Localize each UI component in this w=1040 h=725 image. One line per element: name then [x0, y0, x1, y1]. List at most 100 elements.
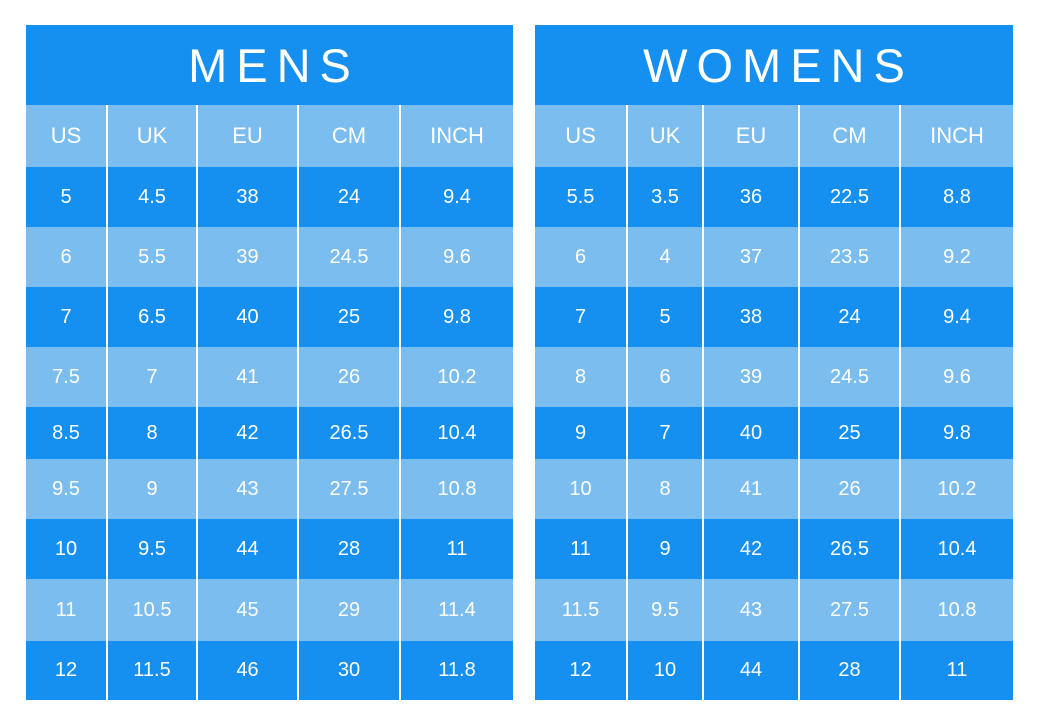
cell-cm: 30	[299, 641, 401, 700]
cell-inch: 9.6	[443, 245, 471, 268]
cell-eu: 45	[198, 579, 299, 641]
cell-uk: 10.5	[108, 579, 198, 641]
cell-inch: 10.2	[437, 365, 477, 388]
cell-uk: 7	[628, 407, 704, 459]
cell-eu: 41	[198, 347, 299, 407]
table-row: 9 7 40 25 9.8	[535, 407, 1013, 459]
cell-inch: 9.6	[943, 365, 971, 388]
cell-eu: 42	[198, 407, 299, 459]
cell-uk: 6	[628, 347, 704, 407]
cell-uk: 8	[628, 459, 704, 519]
womens-header-cm: CM	[800, 105, 901, 167]
mens-header-eu: EU	[198, 105, 299, 167]
womens-header-us: US	[535, 105, 628, 167]
cell-us: 8.5	[26, 407, 108, 459]
cell-us: 5	[26, 167, 108, 227]
table-row: 11 10.5 45 29 11.4	[26, 579, 513, 641]
womens-header-inch: INCH	[930, 123, 984, 148]
mens-header-uk: UK	[108, 105, 198, 167]
cell-cm: 24.5	[800, 347, 901, 407]
table-row: 6 4 37 23.5 9.2	[535, 227, 1013, 287]
womens-header-uk: UK	[628, 105, 704, 167]
cell-us: 11	[26, 579, 108, 641]
cell-eu: 38	[704, 287, 800, 347]
mens-header-row: US UK EU CM INCH	[26, 105, 513, 167]
cell-us: 11	[535, 519, 628, 579]
table-row: 7 5 38 24 9.4	[535, 287, 1013, 347]
cell-inch: 8.8	[943, 185, 971, 208]
mens-title: MENS	[26, 25, 513, 105]
cell-cm: 24.5	[299, 227, 401, 287]
table-row: 11 9 42 26.5 10.4	[535, 519, 1013, 579]
cell-us: 11.5	[535, 579, 628, 641]
cell-inch: 10.2	[937, 477, 977, 500]
cell-eu: 42	[704, 519, 800, 579]
cell-uk: 10	[628, 641, 704, 700]
cell-cm: 29	[299, 579, 401, 641]
cell-eu: 40	[198, 287, 299, 347]
womens-title: WOMENS	[535, 25, 1013, 105]
table-row: 9.5 9 43 27.5 10.8	[26, 459, 513, 519]
cell-us: 6	[535, 227, 628, 287]
cell-inch: 10.8	[437, 477, 477, 500]
cell-inch: 11	[946, 659, 968, 681]
table-row: 12 10 44 28 11	[535, 641, 1013, 700]
cell-cm: 23.5	[800, 227, 901, 287]
cell-uk: 9	[108, 459, 198, 519]
cell-uk: 3.5	[628, 167, 704, 227]
cell-uk: 4	[628, 227, 704, 287]
cell-eu: 39	[198, 227, 299, 287]
cell-inch: 11.8	[438, 659, 476, 681]
cell-us: 10	[26, 519, 108, 579]
cell-us: 7	[535, 287, 628, 347]
table-row: 7.5 7 41 26 10.2	[26, 347, 513, 407]
cell-cm: 25	[800, 407, 901, 459]
cell-us: 12	[26, 641, 108, 700]
cell-us: 6	[26, 227, 108, 287]
mens-grid: US UK EU CM INCH 5 4.5 38 24 9.4 6 5.5 3…	[26, 105, 513, 700]
cell-cm: 28	[800, 641, 901, 700]
cell-cm: 27.5	[800, 579, 901, 641]
cell-inch: 11.4	[438, 598, 476, 621]
cell-eu: 43	[198, 459, 299, 519]
cell-eu: 37	[704, 227, 800, 287]
womens-header-row: US UK EU CM INCH	[535, 105, 1013, 167]
cell-cm: 27.5	[299, 459, 401, 519]
cell-inch: 10.4	[937, 537, 977, 560]
table-row: 10 9.5 44 28 11	[26, 519, 513, 579]
cell-uk: 4.5	[108, 167, 198, 227]
cell-eu: 44	[704, 641, 800, 700]
table-row: 5.5 3.5 36 22.5 8.8	[535, 167, 1013, 227]
cell-inch: 11	[446, 537, 468, 560]
cell-uk: 9	[628, 519, 704, 579]
womens-header-eu: EU	[704, 105, 800, 167]
cell-cm: 24	[800, 287, 901, 347]
cell-inch: 10.4	[437, 421, 477, 444]
table-row: 8 6 39 24.5 9.6	[535, 347, 1013, 407]
cell-uk: 6.5	[108, 287, 198, 347]
cell-cm: 26	[299, 347, 401, 407]
cell-eu: 39	[704, 347, 800, 407]
table-row: 5 4.5 38 24 9.4	[26, 167, 513, 227]
cell-us: 9	[535, 407, 628, 459]
table-row: 12 11.5 46 30 11.8	[26, 641, 513, 700]
mens-header-inch: INCH	[430, 123, 484, 148]
cell-eu: 40	[704, 407, 800, 459]
cell-inch: 10.8	[937, 598, 977, 621]
cell-inch: 9.4	[443, 185, 471, 208]
cell-eu: 46	[198, 641, 299, 700]
cell-cm: 26	[800, 459, 901, 519]
table-row: 11.5 9.5 43 27.5 10.8	[535, 579, 1013, 641]
table-row: 10 8 41 26 10.2	[535, 459, 1013, 519]
cell-us: 10	[535, 459, 628, 519]
cell-eu: 44	[198, 519, 299, 579]
cell-eu: 41	[704, 459, 800, 519]
cell-uk: 9.5	[628, 579, 704, 641]
cell-us: 9.5	[26, 459, 108, 519]
cell-us: 12	[535, 641, 628, 700]
cell-uk: 8	[108, 407, 198, 459]
cell-eu: 38	[198, 167, 299, 227]
table-row: 7 6.5 40 25 9.8	[26, 287, 513, 347]
cell-cm: 26.5	[800, 519, 901, 579]
cell-cm: 26.5	[299, 407, 401, 459]
